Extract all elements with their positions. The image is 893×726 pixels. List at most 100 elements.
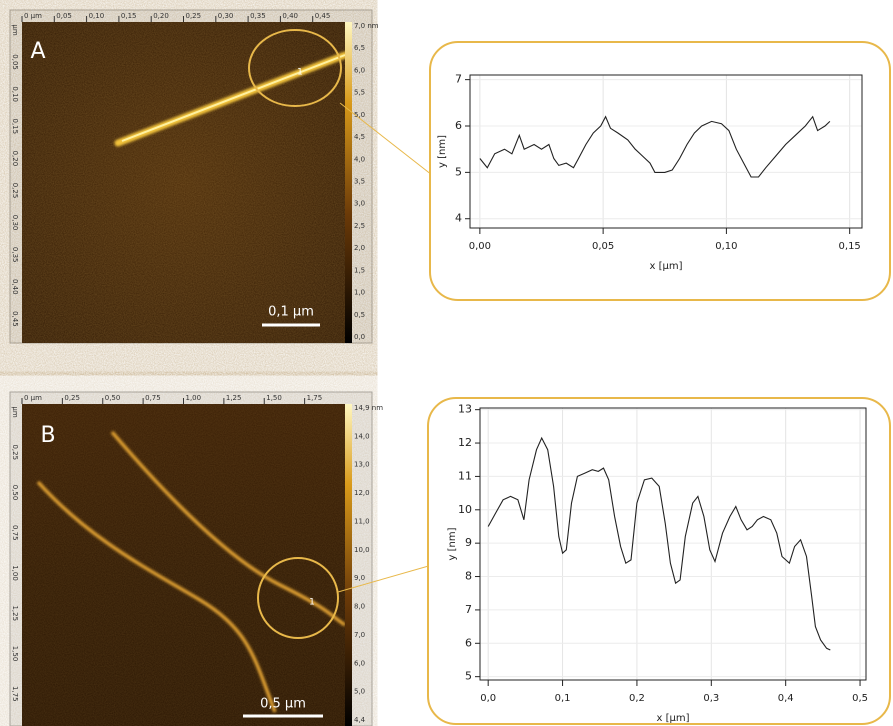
y-tick-label: 5 [455, 165, 462, 178]
colorbar-label: 5,0 [354, 688, 365, 696]
colorbar-label: 7,0 nm [354, 22, 379, 30]
ruler-label: 0,40 [11, 279, 19, 295]
colorbar-label: 8,0 [354, 603, 365, 611]
x-tick-label: 0,1 [555, 693, 571, 704]
chart-frame [427, 397, 891, 725]
ruler-label: 0,20 [153, 12, 169, 20]
fiber [36, 480, 277, 713]
ruler-label: 0,05 [11, 54, 19, 70]
fiber-core [121, 54, 346, 142]
panel-label: B [40, 423, 55, 448]
y-tick-label: 12 [458, 436, 472, 449]
ruler-label: 0,10 [89, 12, 105, 20]
highlight-circle [248, 29, 342, 107]
y-tick-label: 10 [458, 503, 472, 516]
profile-marker: 1 [309, 598, 315, 608]
x-tick-label: 0,05 [592, 241, 614, 252]
colorbar-label: 1,5 [354, 266, 365, 274]
ruler-label: 0,75 [145, 394, 161, 402]
ruler-label: 1,75 [307, 394, 323, 402]
colorbar-label: 3,0 [354, 200, 365, 208]
y-tick-label: 7 [455, 73, 462, 86]
colorbar-label: 5,5 [354, 89, 365, 97]
y-tick-label: 7 [465, 603, 472, 616]
y-tick-label: 9 [465, 536, 472, 549]
ruler-label: 0,15 [121, 12, 137, 20]
ruler-label: 0,45 [11, 311, 19, 327]
x-axis-label: x [µm] [656, 713, 689, 724]
scale-bar-label: 0,5 µm [260, 697, 306, 712]
colorbar-label: 5,0 [354, 111, 365, 119]
colorbar-label: 2,5 [354, 222, 365, 230]
y-axis-label: y [nm] [437, 135, 448, 168]
afm-texture [22, 404, 345, 726]
colorbar [345, 404, 352, 726]
x-axis-label: x [µm] [649, 261, 682, 272]
x-tick-label: 0,2 [629, 693, 645, 704]
y-axis-label: y [nm] [447, 527, 458, 560]
colorbar-label: 4,0 [354, 155, 365, 163]
ruler-label: 1,00 [11, 565, 19, 581]
colorbar-label: 6,0 [354, 66, 365, 74]
ruler-label: µm [11, 24, 19, 35]
plot-area [469, 74, 863, 229]
x-tick-label: 0,3 [703, 693, 719, 704]
highlight-circle [257, 557, 339, 639]
plot-area [479, 407, 867, 681]
ruler-label: 0,15 [11, 119, 19, 135]
ruler-label: 0 µm [24, 394, 42, 402]
colorbar-label: 4,4 [354, 716, 366, 724]
colorbar-label: 14,0 [354, 432, 370, 440]
ruler-label: 1,75 [11, 686, 19, 702]
x-tick-label: 0,5 [852, 693, 868, 704]
ruler-label: 0,25 [11, 183, 19, 199]
ruler-label: µm [11, 406, 19, 417]
connector [339, 102, 433, 176]
y-tick-label: 8 [465, 570, 472, 583]
profile-line [479, 115, 831, 178]
ruler-label: 1,00 [186, 394, 202, 402]
ruler-label: 0,20 [11, 151, 19, 167]
x-tick-label: 0,10 [715, 241, 737, 252]
colorbar-label: 11,0 [354, 517, 370, 525]
panel-label: A [30, 39, 45, 64]
colorbar-label: 3,5 [354, 178, 365, 186]
ruler-label: 0,50 [11, 485, 19, 501]
colorbar [345, 22, 352, 343]
colorbar-label: 6,5 [354, 44, 365, 52]
ruler-label: 0,30 [218, 12, 234, 20]
y-tick-label: 4 [455, 212, 462, 225]
ruler-label: 1,50 [266, 394, 282, 402]
ruler-label: 0,10 [11, 86, 19, 102]
colorbar-label: 7,0 [354, 631, 365, 639]
y-tick-label: 13 [458, 403, 472, 416]
ruler-label: 0,35 [250, 12, 266, 20]
y-tick-label: 6 [455, 119, 462, 132]
ruler-label: 1,25 [226, 394, 242, 402]
y-tick-label: 6 [465, 636, 472, 649]
ruler-label: 1,25 [11, 605, 19, 621]
colorbar-label: 13,0 [354, 461, 370, 469]
colorbar-label: 14,9 nm [354, 404, 383, 412]
colorbar-label: 12,0 [354, 489, 370, 497]
fiber [110, 430, 346, 627]
ruler-label: 0,25 [186, 12, 202, 20]
colorbar-label: 0,0 [354, 333, 365, 341]
ruler-label: 0,35 [11, 247, 19, 263]
colorbar-label: 9,0 [354, 574, 365, 582]
colorbar-label: 2,0 [354, 244, 365, 252]
ruler-label: 0,25 [64, 394, 80, 402]
ruler-label: 1,50 [11, 646, 19, 662]
colorbar-label: 1,0 [354, 289, 365, 297]
ruler-label: 0,75 [11, 525, 19, 541]
x-tick-label: 0,4 [778, 693, 794, 704]
y-tick-label: 11 [458, 469, 472, 482]
scale-bar-label: 0,1 µm [268, 305, 314, 320]
x-tick-label: 0,0 [480, 693, 496, 704]
chart-frame [429, 41, 891, 301]
ruler-label: 0,50 [105, 394, 121, 402]
colorbar-label: 10,0 [354, 546, 370, 554]
colorbar-label: 6,0 [354, 659, 365, 667]
profile-line [487, 436, 831, 651]
